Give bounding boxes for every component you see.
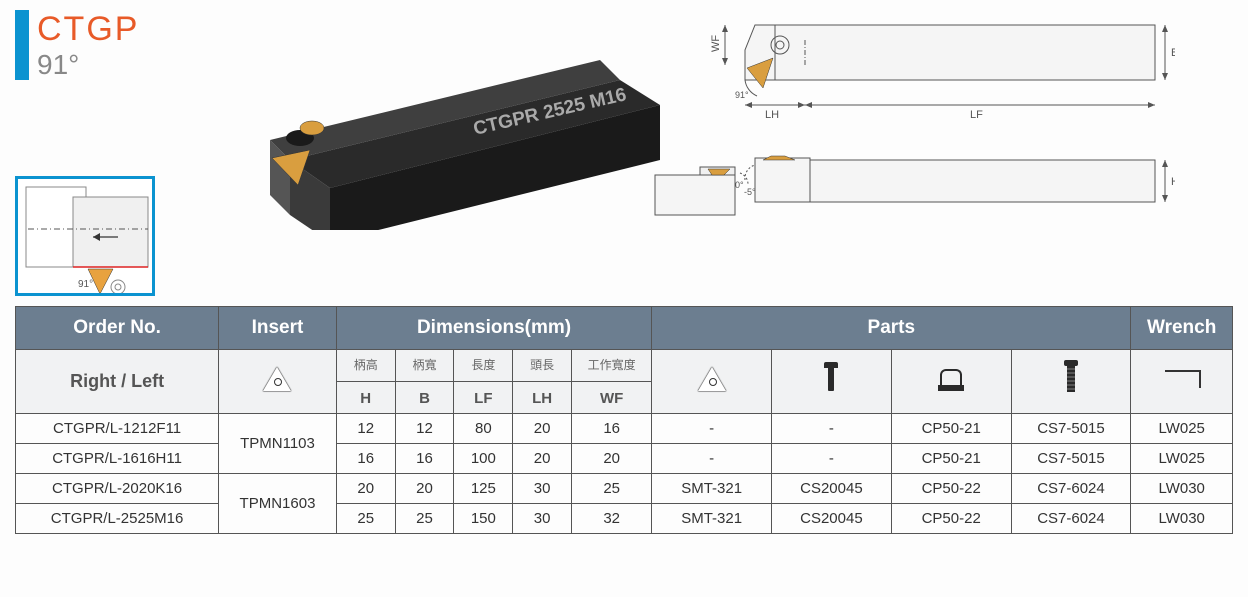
svg-text:B: B — [1171, 47, 1175, 59]
part-code: CP50-21 — [891, 444, 1011, 474]
part-code: CP50-21 — [891, 414, 1011, 444]
dim-value: 125 — [454, 474, 513, 504]
dim-value: 32 — [572, 504, 652, 534]
svg-text:LH: LH — [765, 109, 779, 121]
top-section: CTGP 91° 91° — [15, 10, 1233, 296]
header-insert: Insert — [219, 307, 337, 350]
insert-shape-icon — [219, 350, 337, 414]
wrench-code: LW030 — [1131, 474, 1233, 504]
part-clamp-icon — [891, 350, 1011, 414]
dim-value: 12 — [336, 414, 395, 444]
part-code: CS20045 — [772, 474, 892, 504]
dim-value: 100 — [454, 444, 513, 474]
wrench-icon — [1131, 350, 1233, 414]
part-code: CP50-22 — [891, 504, 1011, 534]
table-body: CTGPR/L-1212F11TPMN11031212802016--CP50-… — [16, 414, 1233, 534]
header-parts: Parts — [652, 307, 1131, 350]
dim-cn-4: 工作寬度 — [572, 350, 652, 382]
part-code: CS7-5015 — [1011, 444, 1131, 474]
product-title: CTGP — [37, 10, 139, 49]
dim-value: 20 — [572, 444, 652, 474]
part-code: - — [652, 414, 772, 444]
dim-value: 25 — [395, 504, 454, 534]
dim-value: 25 — [572, 474, 652, 504]
dim-value: 20 — [395, 474, 454, 504]
part-code: - — [772, 444, 892, 474]
table-row: CTGPR/L-2525M1625251503032SMT-321CS20045… — [16, 504, 1233, 534]
technical-diagrams: WF B LH 91° LF 0° H — [705, 10, 1233, 220]
header-wrench: Wrench — [1131, 307, 1233, 350]
subheader-rightleft: Right / Left — [16, 350, 219, 414]
dim-code-1: B — [395, 382, 454, 414]
part-code: CS7-5015 — [1011, 414, 1131, 444]
part-screw-icon — [1011, 350, 1131, 414]
dim-value: 20 — [513, 444, 572, 474]
dim-value: 30 — [513, 474, 572, 504]
insert-code: TPMN1103 — [219, 414, 337, 474]
table-row: CTGPR/L-2020K16TPMN160320201253025SMT-32… — [16, 474, 1233, 504]
wrench-code: LW030 — [1131, 504, 1233, 534]
dim-value: 25 — [336, 504, 395, 534]
dim-value: 16 — [572, 414, 652, 444]
wrench-code: LW025 — [1131, 414, 1233, 444]
dim-cn-3: 頭長 — [513, 350, 572, 382]
dim-value: 12 — [395, 414, 454, 444]
table-row: CTGPR/L-1212F11TPMN11031212802016--CP50-… — [16, 414, 1233, 444]
part-triangle-icon — [652, 350, 772, 414]
part-code: CS20045 — [772, 504, 892, 534]
dim-value: 16 — [395, 444, 454, 474]
dim-code-2: LF — [454, 382, 513, 414]
order-no: CTGPR/L-2525M16 — [16, 504, 219, 534]
part-code: SMT-321 — [652, 474, 772, 504]
part-code: - — [772, 414, 892, 444]
dim-code-4: WF — [572, 382, 652, 414]
svg-text:LF: LF — [970, 109, 983, 121]
part-code: CP50-22 — [891, 474, 1011, 504]
product-render: CTGPR 2525 M16 — [170, 10, 690, 230]
insert-code: TPMN1603 — [219, 474, 337, 534]
title-text: CTGP 91° — [37, 10, 139, 81]
svg-text:91°: 91° — [735, 90, 749, 100]
part-code: SMT-321 — [652, 504, 772, 534]
dim-value: 150 — [454, 504, 513, 534]
dim-value: 30 — [513, 504, 572, 534]
dim-cn-1: 柄寬 — [395, 350, 454, 382]
part-bolt-icon — [772, 350, 892, 414]
order-no: CTGPR/L-1616H11 — [16, 444, 219, 474]
order-no: CTGPR/L-2020K16 — [16, 474, 219, 504]
spec-table: Order No. Insert Dimensions(mm) Parts Wr… — [15, 306, 1233, 534]
dim-value: 20 — [336, 474, 395, 504]
dim-cn-0: 柄高 — [336, 350, 395, 382]
lead-angle: 91° — [37, 49, 139, 81]
dim-value: 16 — [336, 444, 395, 474]
end-view-diagram: -5° — [640, 155, 760, 230]
cutting-direction-thumbnail: 91° — [15, 176, 155, 296]
title-block: CTGP 91° — [15, 10, 155, 81]
svg-text:H: H — [1171, 176, 1175, 188]
dim-code-0: H — [336, 382, 395, 414]
header-dimensions: Dimensions(mm) — [336, 307, 651, 350]
dim-code-3: LH — [513, 382, 572, 414]
dim-cn-2: 長度 — [454, 350, 513, 382]
part-code: CS7-6024 — [1011, 504, 1131, 534]
order-no: CTGPR/L-1212F11 — [16, 414, 219, 444]
table-row: CTGPR/L-1616H1116161002020--CP50-21CS7-5… — [16, 444, 1233, 474]
part-code: CS7-6024 — [1011, 474, 1131, 504]
wrench-code: LW025 — [1131, 444, 1233, 474]
svg-text:WF: WF — [710, 35, 722, 52]
dim-value: 80 — [454, 414, 513, 444]
svg-text:-5°: -5° — [744, 187, 756, 197]
header-order: Order No. — [16, 307, 219, 350]
dim-value: 20 — [513, 414, 572, 444]
part-code: - — [652, 444, 772, 474]
brand-bar — [15, 10, 29, 80]
svg-text:91°: 91° — [78, 279, 93, 290]
